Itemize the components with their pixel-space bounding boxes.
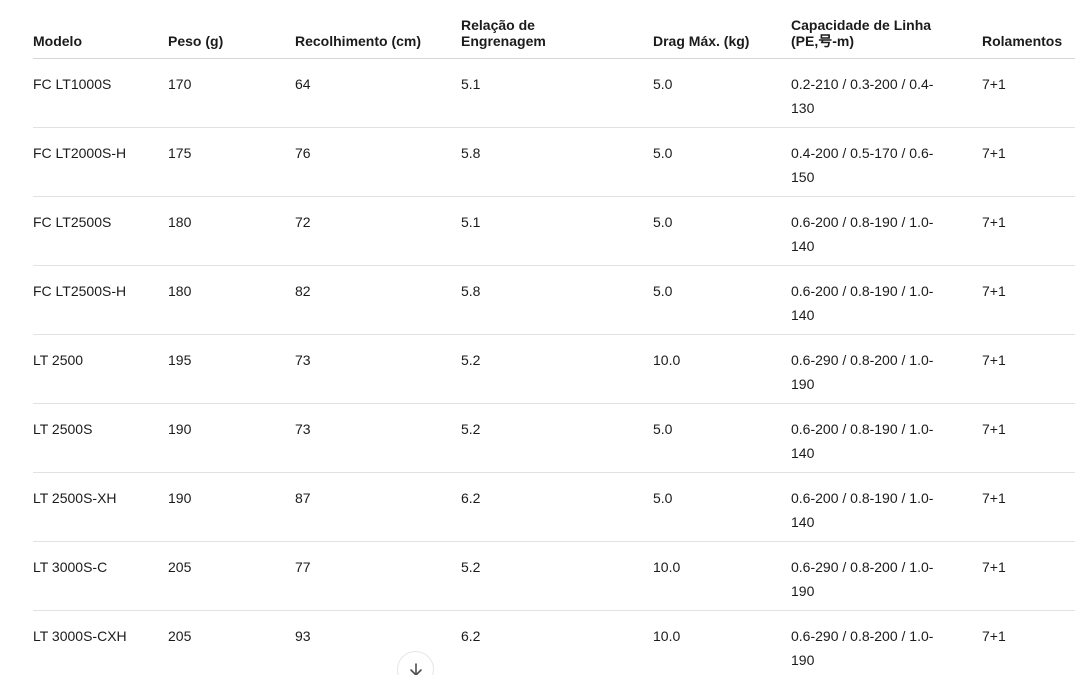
table-cell: 64 [295,76,311,92]
table-row: FC LT2500S-H 180 82 5.8 5.0 0.6-200 / 0.8-190… [33,266,1075,335]
column-header-modelo: Modelo [33,33,82,49]
table-cell: 5.2 [461,559,481,575]
table-cell: 10.0 [653,559,681,575]
table-cell: 77 [295,559,311,575]
table-cell: 73 [295,352,311,368]
table-cell: 7+1 [982,145,1006,161]
table-cell: 5.2 [461,421,481,437]
table-cell: 0.6-290 / 0.8-200 / 1.0-190 [791,352,934,392]
table-cell: 7+1 [982,421,1006,437]
table-cell: 5.1 [461,214,481,230]
table-cell: 190 [168,421,192,437]
table-cell: 0.6-200 / 0.8-190 / 1.0-140 [791,283,934,323]
table-cell: 6.2 [461,628,481,644]
table-cell: 0.6-290 / 0.8-200 / 1.0-190 [791,628,934,668]
table-cell: LT 2500S [33,421,93,437]
table-cell: LT 2500S-XH [33,490,117,506]
table-row: FC LT2000S-H 175 76 5.8 5.0 0.4-200 / 0.5-170… [33,128,1075,197]
table-cell: 205 [168,628,192,644]
table-row: LT 2500S 190 73 5.2 5.0 0.6-200 / 0.8-190 / 1… [33,404,1075,473]
table-cell: 7+1 [982,76,1006,92]
table-cell: 5.0 [653,145,673,161]
table-cell: FC LT2000S-H [33,145,127,161]
table-cell: 7+1 [982,283,1006,299]
table-cell: 73 [295,421,311,437]
table-cell: 82 [295,283,311,299]
table-cell: 5.8 [461,145,481,161]
table-cell: 72 [295,214,311,230]
table-row: LT 2500S-XH 190 87 6.2 5.0 0.6-200 / 0.8-190 … [33,473,1075,542]
table-cell: LT 2500 [33,352,84,368]
table-cell: 10.0 [653,352,681,368]
table-cell: LT 3000S-CXH [33,628,127,644]
table-cell: 76 [295,145,311,161]
table-cell: 10.0 [653,628,681,644]
table-cell: 5.0 [653,490,673,506]
column-header-drag-max: Drag Máx. (kg) [653,33,750,49]
table-cell: 7+1 [982,628,1006,644]
column-header-rolamentos: Rolamentos [982,33,1063,49]
table-cell: 0.2-210 / 0.3-200 / 0.4-130 [791,76,934,116]
table-cell: 93 [295,628,311,644]
table-cell: 87 [295,490,311,506]
table-cell: 195 [168,352,192,368]
table-cell: 0.6-200 / 0.8-190 / 1.0-140 [791,490,934,530]
table-cell: FC LT2500S-H [33,283,127,299]
table-cell: 0.6-200 / 0.8-190 / 1.0-140 [791,214,934,254]
table-cell: 5.0 [653,421,673,437]
table-row: LT 2500 195 73 5.2 10.0 0.6-290 / 0.8-200 / 1… [33,335,1075,404]
table-row: LT 3000S-CXH 205 93 6.2 10.0 0.6-290 / 0.8-20… [33,611,1075,675]
table-cell: 0.6-200 / 0.8-190 / 1.0-140 [791,421,934,461]
table-cell: 180 [168,283,192,299]
table-cell: 0.6-290 / 0.8-200 / 1.0-190 [791,559,934,599]
column-header-peso: Peso (g) [168,33,224,49]
table-cell: 5.0 [653,76,673,92]
scroll-down-button[interactable] [397,651,434,675]
table-cell: 7+1 [982,214,1006,230]
table-cell: 0.4-200 / 0.5-170 / 0.6-150 [791,145,934,185]
table-body: FC LT1000S 170 64 5.1 5.0 0.2-210 / 0.3-200 /… [33,59,1075,675]
table-cell: 190 [168,490,192,506]
table-cell: 205 [168,559,192,575]
table-cell: 5.0 [653,283,673,299]
table-cell: 175 [168,145,192,161]
column-header-recolhimento: Recolhimento (cm) [295,33,422,49]
column-header-relacao-engrenagem: Relação de Engrenagem [461,17,546,49]
table-cell: 5.8 [461,283,481,299]
table-cell: 5.1 [461,76,481,92]
table-cell: 5.2 [461,352,481,368]
table-cell: 7+1 [982,490,1006,506]
arrow-down-icon [409,662,422,675]
table-cell: 5.0 [653,214,673,230]
table-cell: FC LT2500S [33,214,112,230]
table-row: FC LT1000S 170 64 5.1 5.0 0.2-210 / 0.3-200 /… [33,59,1075,128]
table-cell: 170 [168,76,192,92]
table-cell: FC LT1000S [33,76,112,92]
table-cell: 6.2 [461,490,481,506]
table-row: FC LT2500S 180 72 5.1 5.0 0.6-200 / 0.8-190 /… [33,197,1075,266]
table-cell: LT 3000S-C [33,559,108,575]
table-header-row: Modelo Peso (g) Recolhimento (cm) Relaçã… [33,0,1075,59]
spec-table: Modelo Peso (g) Recolhimento (cm) Relaçã… [33,0,1075,675]
column-header-capacidade-linha: Capacidade de Linha (PE,号-m) [791,17,932,49]
table-cell: 7+1 [982,352,1006,368]
table-cell: 180 [168,214,192,230]
table-cell: 7+1 [982,559,1006,575]
table-row: LT 3000S-C 205 77 5.2 10.0 0.6-290 / 0.8-200 … [33,542,1075,611]
